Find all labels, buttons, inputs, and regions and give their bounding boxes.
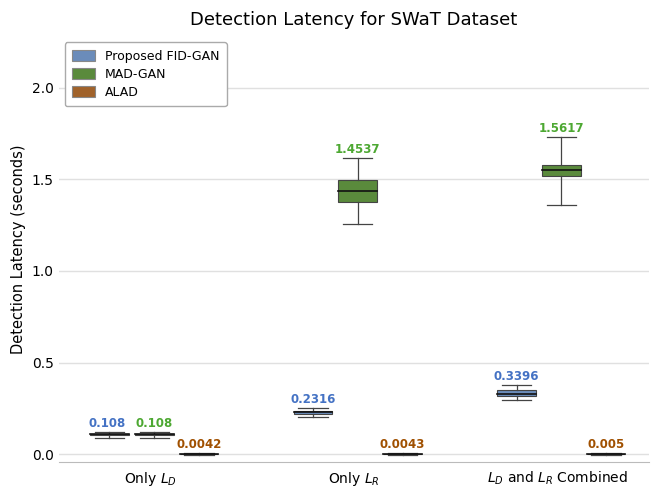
Bar — [587, 454, 626, 455]
Bar — [294, 411, 333, 414]
Legend: Proposed FID-GAN, MAD-GAN, ALAD: Proposed FID-GAN, MAD-GAN, ALAD — [65, 42, 227, 106]
Bar — [90, 434, 129, 435]
Bar — [497, 390, 536, 396]
Text: 0.2316: 0.2316 — [290, 393, 336, 406]
Title: Detection Latency for SWaT Dataset: Detection Latency for SWaT Dataset — [190, 11, 517, 29]
Bar — [383, 454, 422, 455]
Text: 0.108: 0.108 — [135, 417, 173, 430]
Text: 0.005: 0.005 — [587, 438, 625, 451]
Text: 0.0042: 0.0042 — [176, 438, 222, 451]
Text: 0.0043: 0.0043 — [380, 438, 425, 451]
Text: 0.108: 0.108 — [88, 417, 126, 430]
Y-axis label: Detection Latency (seconds): Detection Latency (seconds) — [11, 144, 26, 354]
Text: 1.5617: 1.5617 — [539, 122, 584, 135]
Bar — [339, 180, 377, 202]
Bar — [135, 434, 174, 435]
Text: 1.4537: 1.4537 — [335, 143, 381, 156]
Bar — [542, 165, 581, 177]
Text: 0.3396: 0.3396 — [494, 370, 539, 383]
Bar — [180, 454, 218, 455]
